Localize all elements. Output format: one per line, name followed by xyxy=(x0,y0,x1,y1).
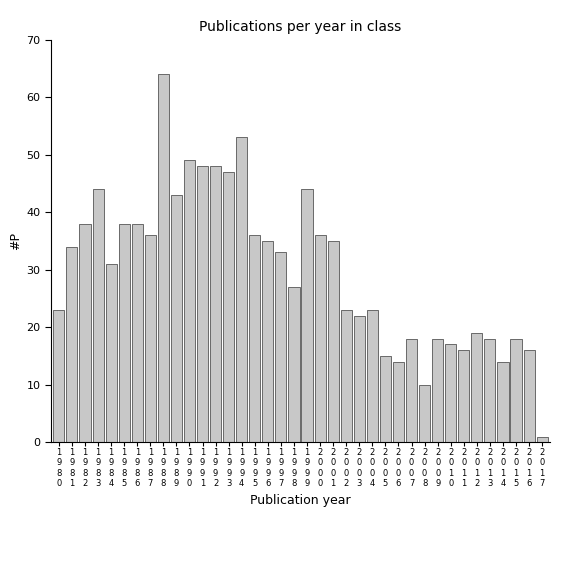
Bar xyxy=(315,235,325,442)
Bar xyxy=(393,362,404,442)
Bar xyxy=(523,350,535,442)
Bar xyxy=(328,241,338,442)
Title: Publications per year in class: Publications per year in class xyxy=(200,20,401,35)
Bar xyxy=(432,338,443,442)
Bar xyxy=(132,224,143,442)
Bar xyxy=(92,189,104,442)
Bar xyxy=(354,316,365,442)
Bar xyxy=(289,287,299,442)
Bar xyxy=(184,160,195,442)
Bar xyxy=(79,224,91,442)
Bar xyxy=(484,338,496,442)
Bar xyxy=(471,333,483,442)
Bar xyxy=(223,172,234,442)
Bar xyxy=(536,437,548,442)
X-axis label: Publication year: Publication year xyxy=(250,493,351,506)
Bar xyxy=(145,235,156,442)
Bar xyxy=(263,241,273,442)
Bar xyxy=(119,224,130,442)
Y-axis label: #P: #P xyxy=(9,232,22,250)
Bar xyxy=(171,195,182,442)
Bar xyxy=(276,252,286,442)
Bar xyxy=(249,235,260,442)
Bar xyxy=(458,350,469,442)
Bar xyxy=(367,310,378,442)
Bar xyxy=(380,356,391,442)
Bar xyxy=(302,189,312,442)
Bar xyxy=(406,338,417,442)
Bar xyxy=(158,74,169,442)
Bar xyxy=(105,264,117,442)
Bar xyxy=(66,247,78,442)
Bar xyxy=(497,362,509,442)
Bar xyxy=(510,338,522,442)
Bar xyxy=(197,166,208,442)
Bar xyxy=(236,137,247,442)
Bar xyxy=(341,310,352,442)
Bar xyxy=(53,310,65,442)
Bar xyxy=(210,166,221,442)
Bar xyxy=(419,385,430,442)
Bar xyxy=(445,345,456,442)
